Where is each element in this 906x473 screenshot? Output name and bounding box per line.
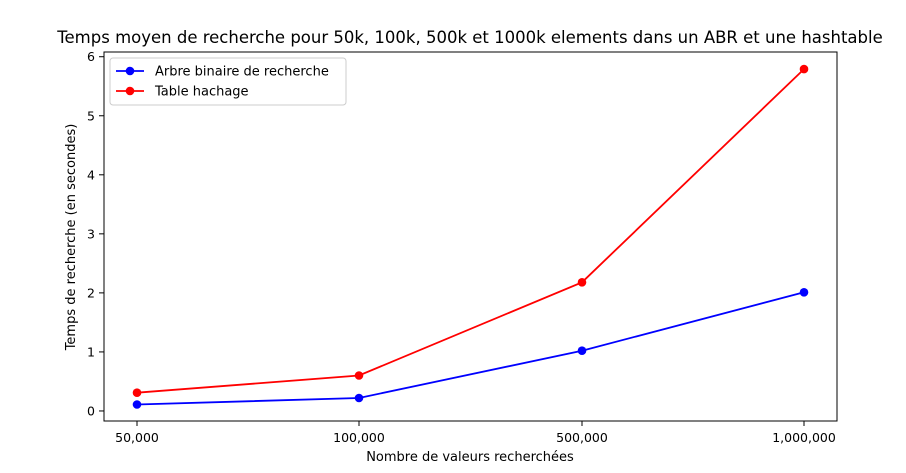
legend-label-0: Arbre binaire de recherche xyxy=(155,65,329,80)
y-tick-label: 4 xyxy=(87,167,95,182)
legend-marker-1 xyxy=(125,86,135,96)
data-point-1-2 xyxy=(577,278,587,287)
y-tick-label: 3 xyxy=(87,226,95,241)
chart-title: Temps moyen de recherche pour 50k, 100k,… xyxy=(56,28,882,47)
legend: Arbre binaire de recherche Table hachage xyxy=(109,57,347,106)
series-line-1 xyxy=(136,68,805,394)
data-point-0-3 xyxy=(799,288,809,297)
y-tick-label: 2 xyxy=(87,285,95,300)
data-point-1-0 xyxy=(132,388,142,398)
data-point-0-0 xyxy=(132,400,142,409)
y-tick-label: 6 xyxy=(87,49,95,64)
y-tick-label: 1 xyxy=(87,344,95,359)
y-axis: 0 1 2 3 4 5 6 xyxy=(87,49,104,418)
plot-area xyxy=(132,64,809,409)
data-point-0-2 xyxy=(577,346,587,356)
x-tick-label: 1,000,000 xyxy=(772,430,836,445)
legend-label-1: Table hachage xyxy=(154,85,249,100)
data-point-0-1 xyxy=(354,393,364,403)
x-tick-label: 50,000 xyxy=(115,430,159,445)
y-axis-label: Temps de recherche (en secondes) xyxy=(64,124,79,352)
legend-box xyxy=(109,57,347,106)
legend-marker-0 xyxy=(125,66,135,76)
y-tick-label: 0 xyxy=(87,403,95,418)
data-point-1-1 xyxy=(354,371,364,380)
x-axis: 50,000 100,000 500,000 1,000,000 xyxy=(115,421,836,445)
x-tick-label: 500,000 xyxy=(556,430,608,445)
x-tick-label: 100,000 xyxy=(333,430,385,445)
series-line-0 xyxy=(136,291,805,406)
plot-frame xyxy=(103,51,838,422)
data-point-1-3 xyxy=(799,64,809,74)
x-axis-label: Nombre de valeurs recherchées xyxy=(366,450,574,465)
y-tick-label: 5 xyxy=(87,108,95,123)
